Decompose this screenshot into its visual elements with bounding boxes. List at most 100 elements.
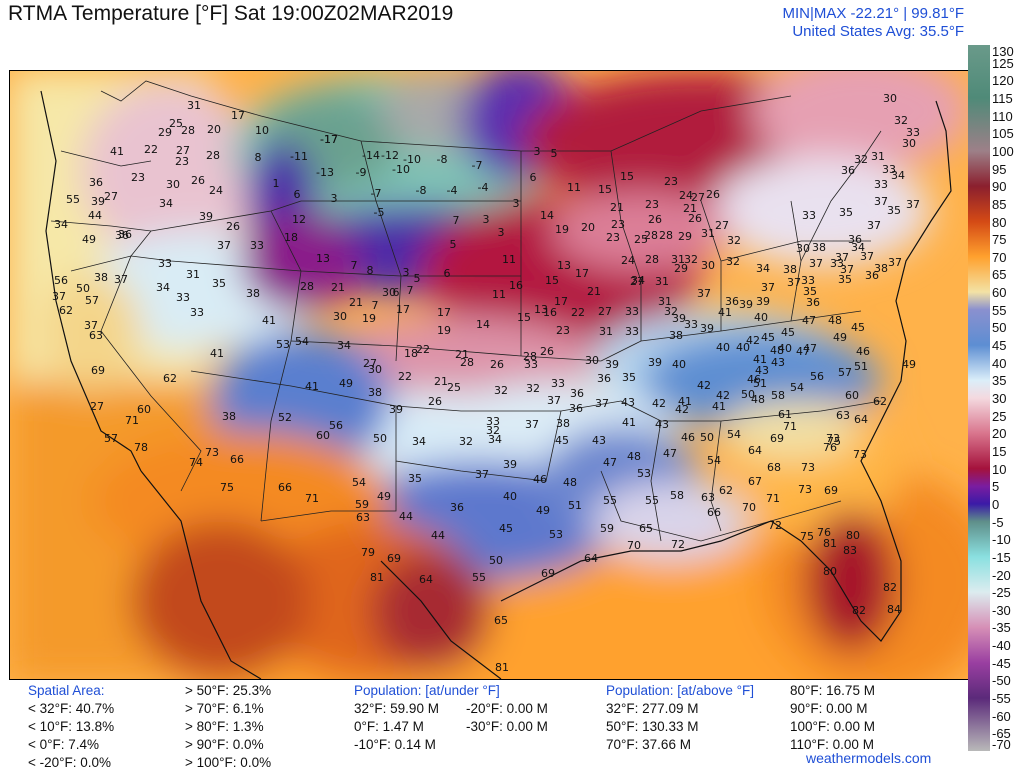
colorbar-tick-label: -40 [992,638,1011,654]
station-temp-label: 26 [648,213,662,226]
coastlines [40,90,952,679]
station-temp-label: 30 [368,363,382,376]
station-temp-label: 24 [209,184,223,197]
station-temp-label: 83 [843,544,857,557]
station-temp-label: 46 [856,345,870,358]
station-temp-label: 69 [91,364,105,377]
station-temp-label: 33 [176,291,190,304]
station-temp-label: 18 [404,347,418,360]
colorbar-tick-label: 10 [992,461,1007,477]
station-temp-label: 33 [625,305,639,318]
station-temp-label: 75 [800,530,814,543]
station-temp-label: 26 [688,212,702,225]
station-temp-label: 17 [231,109,245,122]
station-temp-label: 36 [570,387,584,400]
station-temp-label: 5 [414,272,421,285]
station-temp-label: 64 [854,413,868,426]
station-temp-label: -7 [371,187,382,200]
spatial-area-item: > 50°F: 25.3% [185,683,272,698]
station-temp-label: 38 [222,410,236,423]
station-temp-label: 13 [534,303,548,316]
station-temp-label: 49 [833,331,847,344]
station-temp-label: 34 [412,435,426,448]
station-temp-label: 36 [806,296,820,309]
station-temp-label: 50 [489,554,503,567]
station-temp-label: 32 [684,253,698,266]
station-temp-label: 46 [747,373,761,386]
station-temp-label: 38 [94,271,108,284]
station-temp-label: 35 [838,273,852,286]
station-temp-label: 31 [701,227,715,240]
station-temp-label: -7 [472,159,483,172]
station-temp-label: 33 [190,306,204,319]
colorbar-tick-label: 115 [992,90,1013,106]
station-temp-label: 42 [675,403,689,416]
colorbar-tick-label: -20 [992,567,1011,583]
min-max-stats: MIN|MAX -22.21° | 99.81°F United States … [782,5,964,41]
station-temp-label: 39 [672,312,686,325]
station-temp-label: 71 [783,420,797,433]
station-temp-label: 33 [486,415,500,428]
station-temp-label: 5 [450,238,457,251]
station-temp-label: 7 [351,259,358,272]
station-temp-label: 73 [798,483,812,496]
station-temp-label: 37 [867,219,881,232]
station-temp-label: 6 [444,267,451,280]
station-temp-label: 6 [393,286,400,299]
station-temp-label: 28 [206,149,220,162]
station-temp-label: 37 [52,290,66,303]
population-item: 0°F: 1.47 M [354,719,424,734]
station-temp-label: 53 [637,467,651,480]
station-temp-label: 17 [437,306,451,319]
station-temp-label: -8 [416,184,427,197]
station-temp-label: 54 [790,381,804,394]
station-temp-label: 3 [498,226,505,239]
colorbar-tick-label: -35 [992,620,1011,636]
station-temp-label: 46 [533,473,547,486]
station-temp-label: 65 [494,614,508,627]
temperature-map[interactable]: 31 25 28 20 17 10 8 29 22 27 23 28 41 23 30 26 24 36 39 27 4… [9,70,970,680]
station-temp-label: 58 [771,389,785,402]
station-temp-label: 62 [59,304,73,317]
station-temp-label: 40 [672,358,686,371]
station-temp-label: 51 [854,360,868,373]
station-temp-label: 22 [416,343,430,356]
station-temp-label: 71 [766,492,780,505]
station-temp-label: 39 [503,458,517,471]
station-temp-label: 3 [331,192,338,205]
station-temp-label: 72 [768,519,782,532]
colorbar-tick-label: 55 [992,302,1007,318]
station-temp-label: 58 [670,489,684,502]
population-item: -10°F: 0.14 M [354,737,436,752]
station-temp-label: 5 [551,147,558,160]
station-temp-label: 26 [428,395,442,408]
colorbar-tick-label: 50 [992,320,1007,336]
population-item: 100°F: 0.00 M [790,719,875,734]
station-temp-label: 51 [568,499,582,512]
population-item: 90°F: 0.00 M [790,701,868,716]
credit-link[interactable]: weathermodels.com [806,750,932,766]
spatial-area-right: > 50°F: 25.3% > 70°F: 6.1% > 80°F: 1.3% … [185,682,271,772]
population-item: -20°F: 0.00 M [466,701,548,716]
station-temp-label: 55 [66,193,80,206]
station-temp-label: -14 [362,149,380,162]
station-temp-label: 20 [207,123,221,136]
station-temp-label: 47 [603,456,617,469]
station-temp-label: 11 [502,253,516,266]
station-temp-label: 32 [727,234,741,247]
colorbar-tick-label: 0 [992,496,1000,512]
station-temp-label: 37 [787,276,801,289]
station-temp-label: 44 [431,529,445,542]
colorbar-tick-label: -5 [992,514,1004,530]
station-temp-label: 28 [300,280,314,293]
station-temp-label: 80 [846,529,860,542]
station-temp-label: 34 [756,262,770,275]
station-temp-label: 19 [362,312,376,325]
station-temp-label: 79 [361,546,375,559]
station-temp-label: 48 [563,476,577,489]
population-item: 50°F: 130.33 M [606,719,699,734]
colorbar-tick-label: 110 [992,108,1013,124]
station-temp-label: 47 [802,314,816,327]
station-temp-label: 30 [382,286,396,299]
station-temp-label: 45 [499,522,513,535]
